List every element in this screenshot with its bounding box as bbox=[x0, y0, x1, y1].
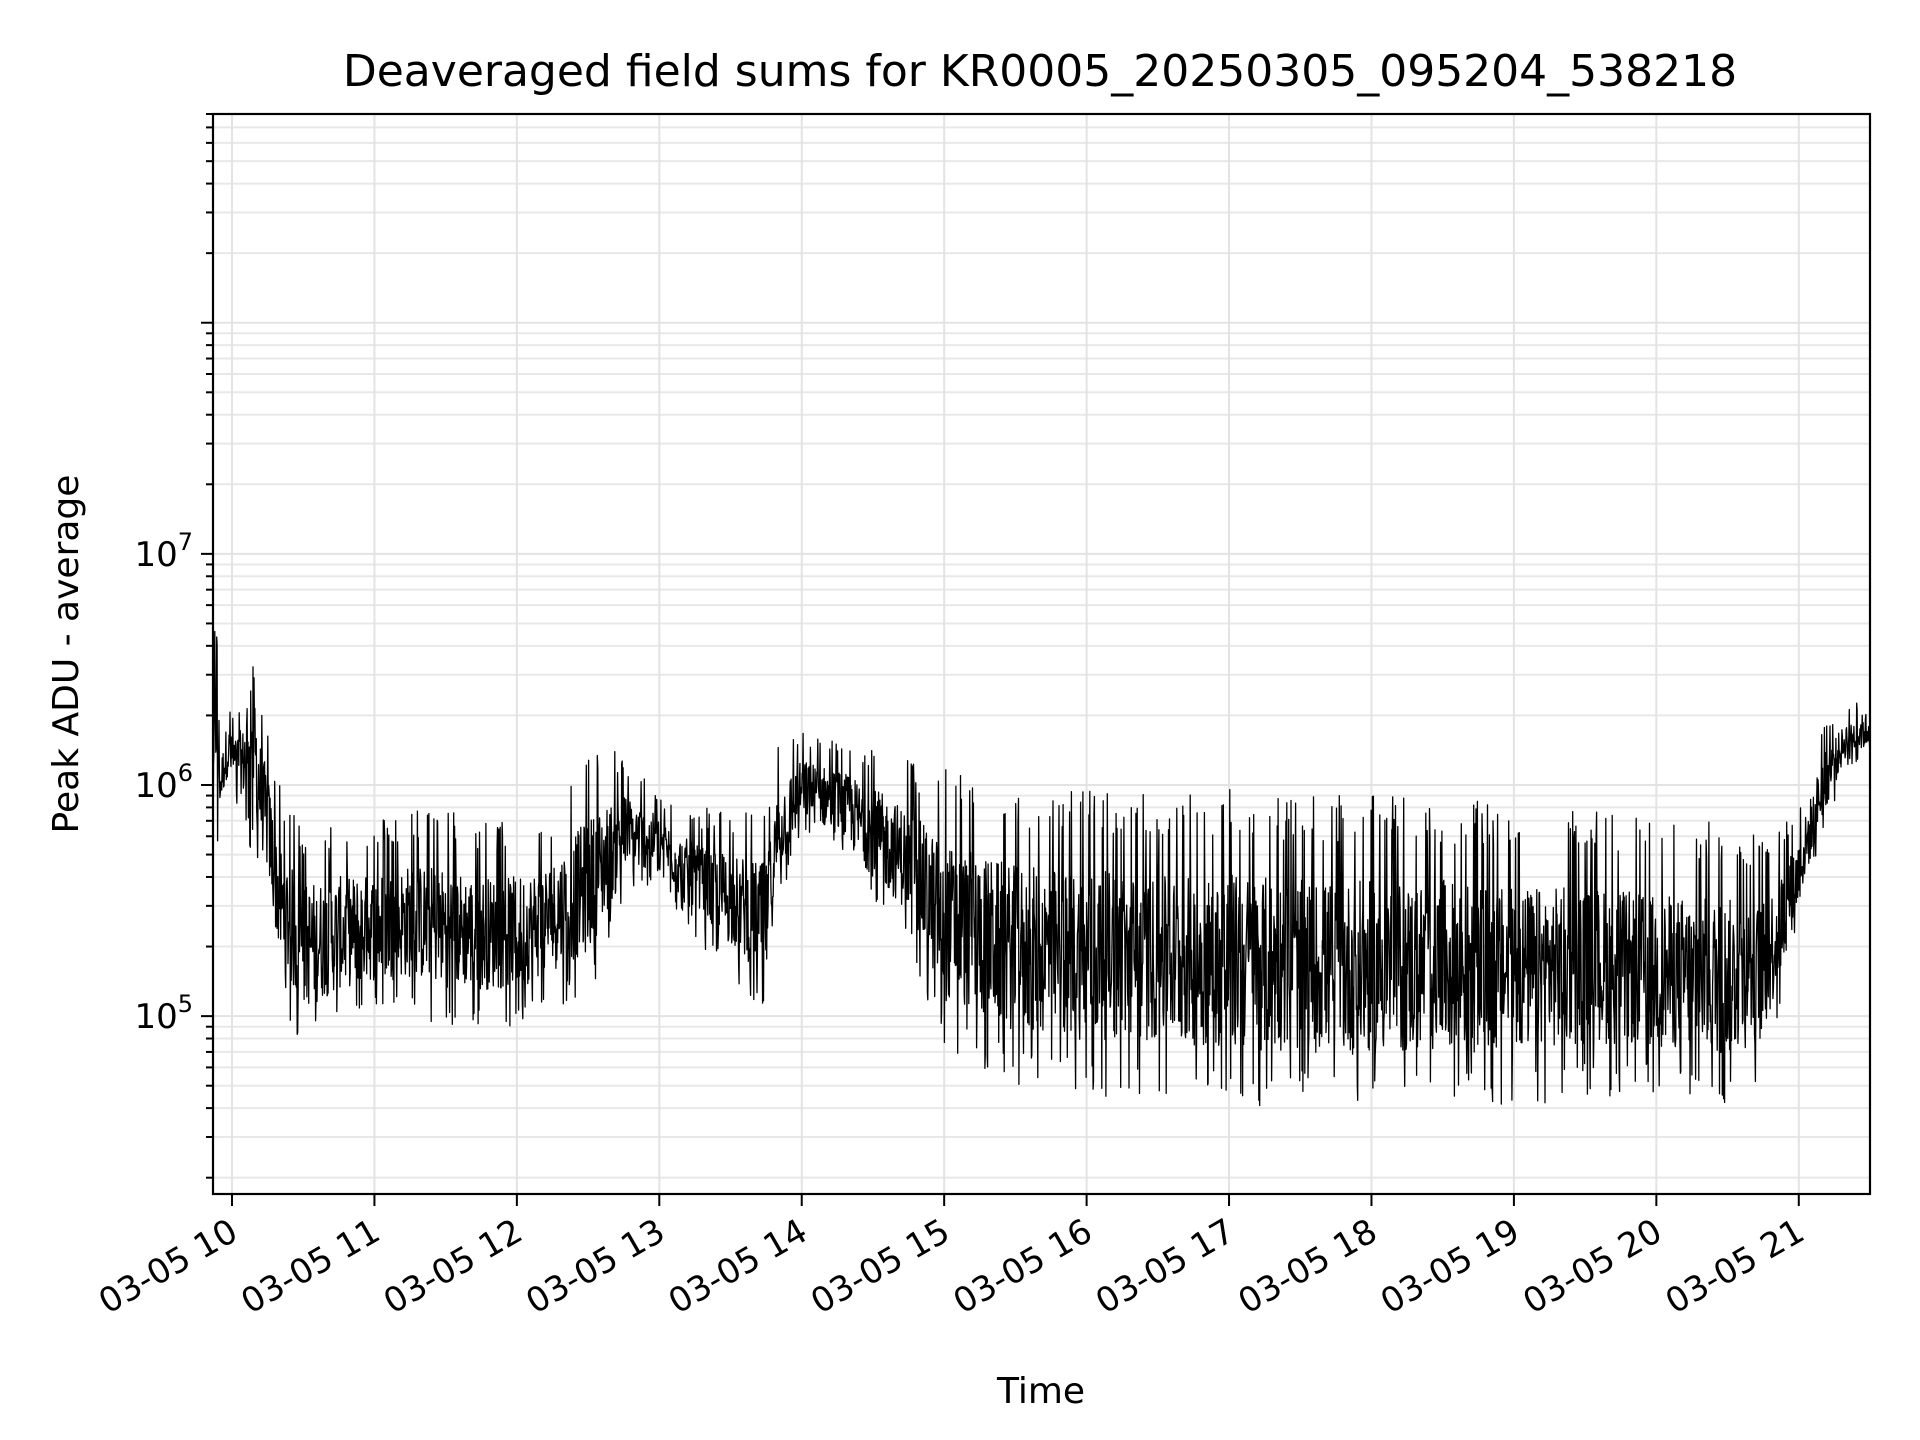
grid-lines bbox=[213, 113, 1870, 1194]
series-line bbox=[213, 630, 1870, 1107]
series-layer bbox=[213, 630, 1870, 1107]
y-tick-label: 107 bbox=[134, 528, 193, 575]
x-tick-label: 03-05 16 bbox=[947, 1211, 1099, 1322]
x-tick-label: 03-05 11 bbox=[235, 1211, 387, 1322]
x-tick-label: 03-05 10 bbox=[92, 1211, 244, 1322]
y-axis-label: Peak ADU - average bbox=[46, 475, 87, 834]
x-tick-label: 03-05 17 bbox=[1089, 1211, 1241, 1322]
y-tick-label: 105 bbox=[134, 990, 193, 1037]
x-axis-label: Time bbox=[996, 1371, 1085, 1412]
x-tick-label: 03-05 15 bbox=[804, 1211, 956, 1322]
x-tick-label: 03-05 19 bbox=[1374, 1211, 1526, 1322]
x-tick-label: 03-05 14 bbox=[662, 1211, 814, 1322]
y-tick-label: 106 bbox=[134, 759, 193, 806]
chart-title: Deaveraged field sums for KR0005_2025030… bbox=[343, 46, 1737, 97]
plot-frame bbox=[211, 112, 1872, 1196]
x-tick-label: 03-05 12 bbox=[377, 1211, 529, 1322]
x-tick-label: 03-05 18 bbox=[1232, 1211, 1384, 1322]
y-axis: 105 106 107 bbox=[134, 113, 213, 1179]
x-tick-label: 03-05 20 bbox=[1516, 1211, 1668, 1322]
x-tick-label: 03-05 21 bbox=[1659, 1211, 1811, 1322]
x-tick-label: 03-05 13 bbox=[519, 1211, 671, 1322]
